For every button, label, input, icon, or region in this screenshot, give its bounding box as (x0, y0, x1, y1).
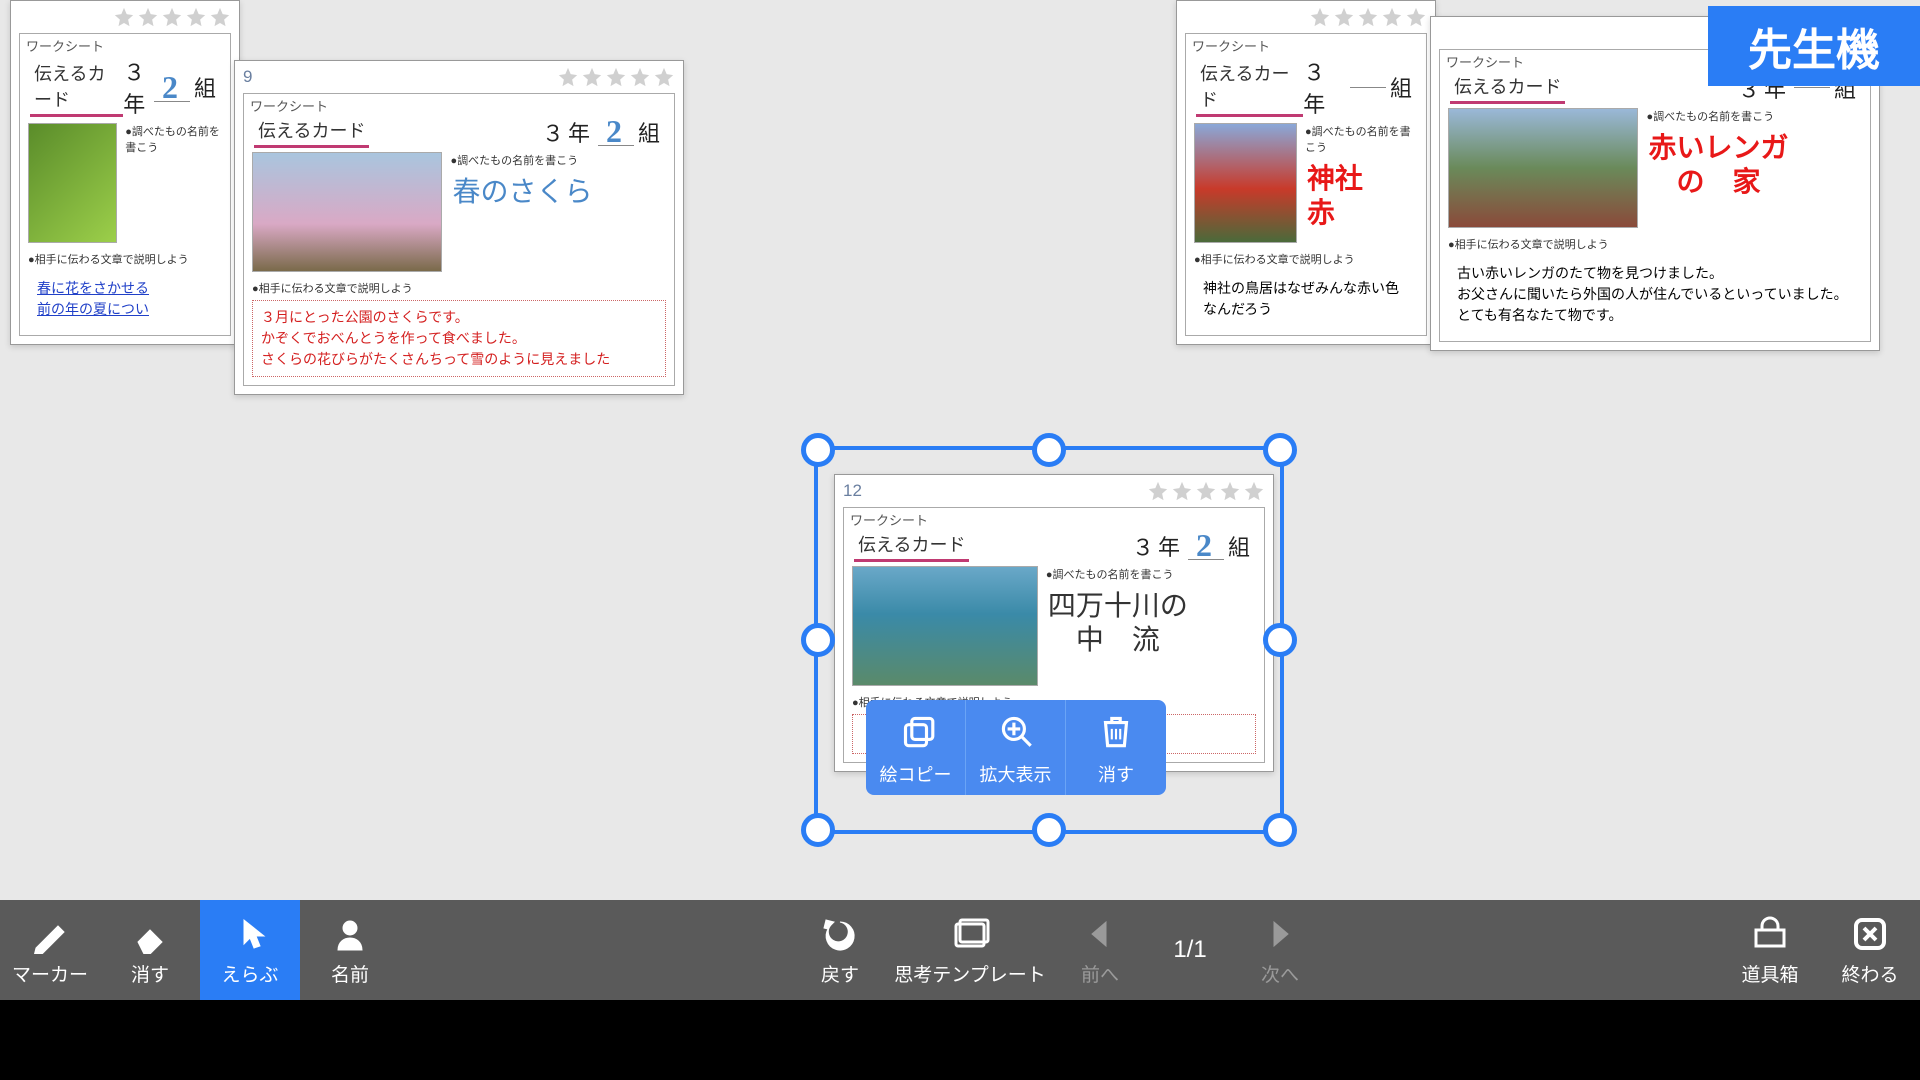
ctx-zoom-button[interactable]: 拡大表示 (966, 700, 1066, 795)
page-indicator: 1/1 (1150, 936, 1230, 964)
next-icon (1260, 914, 1300, 960)
tool-marker-button[interactable]: マーカー (0, 900, 100, 1000)
tool-next-label: 次へ (1261, 960, 1299, 987)
exit-icon (1850, 914, 1890, 960)
ws-caption: ●調べたもの名前を書こう (1046, 566, 1256, 582)
ws-handwriting: 赤いレンガ の 家 (1646, 124, 1862, 208)
tool-name-button[interactable]: 名前 (300, 900, 400, 1000)
ws-handwriting: 神社赤 (1305, 155, 1418, 239)
tool-erase-button[interactable]: 消す (100, 900, 200, 1000)
selection-handle[interactable] (801, 813, 835, 847)
tool-select-label: えらぶ (221, 960, 278, 987)
ctx-copy-label: 絵コピー (872, 761, 959, 787)
ws-label: ワークシート (1186, 34, 1426, 55)
worksheet-card[interactable]: 9 ワークシート 伝えるカード ３年2組 ●調べたもの名前を書こう 春のさくら … (234, 60, 684, 395)
prev-icon (1080, 914, 1120, 960)
tool-prev-label: 前へ (1081, 960, 1119, 987)
teacher-badge: 先生機 (1708, 6, 1920, 86)
tool-marker-label: マーカー (12, 960, 88, 987)
ws-grade: ３年2組 (1132, 530, 1254, 562)
ws-title: 伝えるカード (30, 58, 123, 117)
rating-stars[interactable] (1147, 480, 1265, 502)
bottom-toolbar: マーカー 消す えらぶ 名前 戻す 思考テンプレート 前へ 1/1 次へ 道具箱 終わる (0, 900, 1920, 1080)
ws-sub: ●相手に伝わる文章で説明しよう (20, 249, 230, 269)
selection-handle[interactable] (1032, 433, 1066, 467)
ws-title: 伝えるカード (254, 115, 369, 148)
canvas[interactable]: 先生機 ワークシート 伝えるカード ３年2組 ●調べたもの名前を書こう ●相手に… (0, 0, 1920, 900)
tool-toolbox-label: 道具箱 (1741, 960, 1798, 987)
ws-photo (852, 566, 1038, 686)
tool-exit-button[interactable]: 終わる (1820, 900, 1920, 1000)
ws-caption: ●調べたもの名前を書こう (1305, 123, 1418, 155)
ws-grade: ３年2組 (542, 116, 664, 148)
ws-description: 古い赤いレンガのたて物を見つけました。 お父さんに聞いたら外国の人が住んでいると… (1448, 256, 1862, 333)
selection-handle[interactable] (801, 623, 835, 657)
ctx-delete-button[interactable]: 消す (1066, 700, 1166, 795)
selection-handle[interactable] (1263, 433, 1297, 467)
ws-caption: ●調べたもの名前を書こう (450, 152, 666, 168)
rating-stars[interactable] (1309, 6, 1427, 28)
card-number: 12 (843, 481, 862, 501)
ws-title: 伝えるカード (1450, 71, 1565, 104)
template-icon (950, 914, 990, 960)
ctx-zoom-label: 拡大表示 (972, 761, 1059, 787)
worksheet-card[interactable]: ワークシート 伝えるカード ３年2組 ●調べたもの名前を書こう ●相手に伝わる文… (10, 0, 240, 345)
toolbox-icon (1750, 914, 1790, 960)
tool-template-label: 思考テンプレート (894, 960, 1045, 987)
ws-description: 春に花をさかせる 前の年の夏につい (28, 271, 222, 327)
ws-caption: ●調べたもの名前を書こう (125, 123, 222, 155)
ws-label: ワークシート (244, 94, 674, 115)
ws-handwriting (125, 155, 222, 235)
ctx-copy-button[interactable]: 絵コピー (866, 700, 966, 795)
tool-prev-button: 前へ (1050, 900, 1150, 1000)
ws-grade: ３年組 (1303, 55, 1416, 119)
ws-description: ３月にとった公園のさくらです。 かぞくでおべんとうを作って食べました。 さくらの… (252, 300, 666, 377)
tool-template-button[interactable]: 思考テンプレート (890, 900, 1050, 1000)
ws-sub: ●相手に伝わる文章で説明しよう (1440, 234, 1870, 254)
ws-grade: ３年2組 (123, 55, 220, 119)
tool-undo-button[interactable]: 戻す (790, 900, 890, 1000)
ws-label: ワークシート (20, 34, 230, 55)
card-number: 9 (243, 67, 252, 87)
ws-handwriting: 春のさくら (450, 168, 666, 248)
tool-select-button[interactable]: えらぶ (200, 900, 300, 1000)
ws-handwriting: 四万十川の 中 流 (1046, 582, 1256, 666)
ws-sub: ●相手に伝わる文章で説明しよう (244, 278, 674, 298)
marker-icon (30, 914, 70, 960)
name-icon (330, 914, 370, 960)
erase-icon (130, 914, 170, 960)
ws-photo (252, 152, 442, 272)
ws-caption: ●調べたもの名前を書こう (1646, 108, 1862, 124)
tool-name-label: 名前 (331, 960, 369, 987)
ws-photo (1194, 123, 1297, 243)
ws-label: ワークシート (844, 508, 1264, 529)
rating-stars[interactable] (113, 6, 231, 28)
ws-description: 神社の鳥居はなぜみんな赤い色なんだろう (1194, 271, 1418, 327)
ctx-delete-label: 消す (1072, 761, 1160, 787)
selection-handle[interactable] (801, 433, 835, 467)
context-toolbar: 絵コピー拡大表示消す (866, 700, 1166, 795)
tool-toolbox-button[interactable]: 道具箱 (1720, 900, 1820, 1000)
tool-undo-label: 戻す (821, 960, 859, 987)
ws-photo (28, 123, 117, 243)
ws-sub: ●相手に伝わる文章で説明しよう (1186, 249, 1426, 269)
ws-title: 伝えるカード (854, 529, 969, 562)
tool-next-button: 次へ (1230, 900, 1330, 1000)
ws-title: 伝えるカード (1196, 58, 1303, 117)
selection-handle[interactable] (1032, 813, 1066, 847)
select-icon (230, 914, 270, 960)
selection-handle[interactable] (1263, 813, 1297, 847)
tool-erase-label: 消す (131, 960, 169, 987)
undo-icon (820, 914, 860, 960)
worksheet-card[interactable]: ワークシート 伝えるカード ３年組 ●調べたもの名前を書こう 神社赤 ●相手に伝… (1176, 0, 1436, 345)
tool-exit-label: 終わる (1841, 960, 1898, 987)
rating-stars[interactable] (557, 66, 675, 88)
ws-photo (1448, 108, 1638, 228)
